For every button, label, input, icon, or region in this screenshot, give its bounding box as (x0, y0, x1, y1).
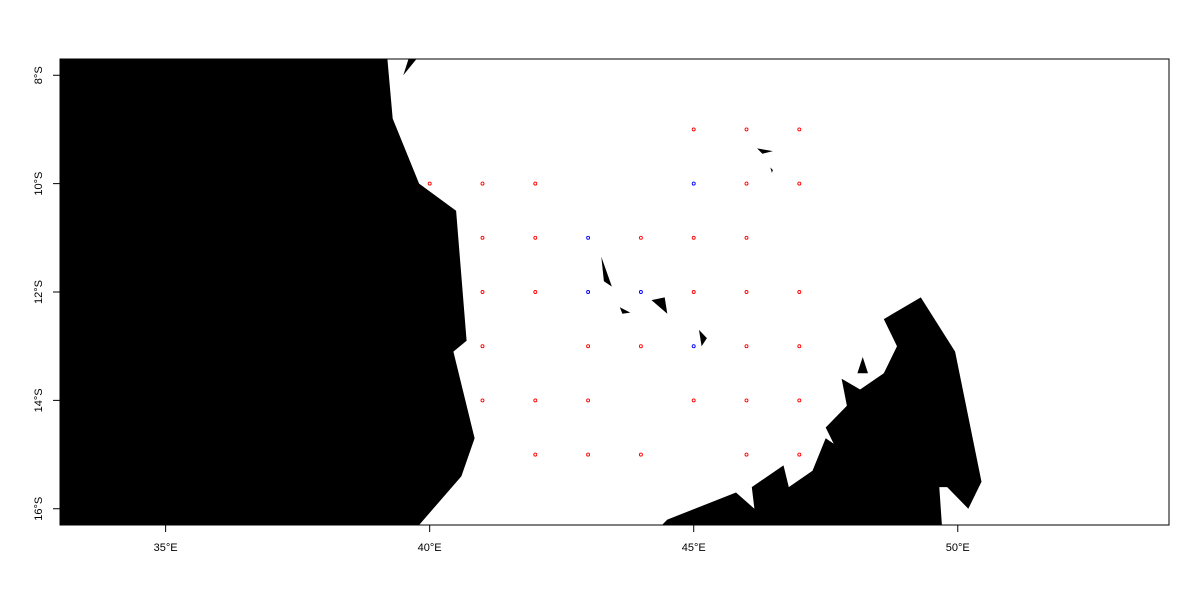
coast-fragment-north (403, 59, 417, 76)
station-marker (797, 127, 802, 132)
station-marker (427, 181, 432, 186)
y-tick-label: 12°S (33, 280, 45, 304)
station-marker (797, 181, 802, 186)
comoros-anjouan (651, 297, 668, 314)
station-marker (638, 290, 643, 294)
station-marker (744, 398, 749, 403)
y-tick-label: 8°S (33, 66, 45, 84)
station-marker (638, 452, 643, 457)
station-marker (586, 344, 591, 349)
station-marker (480, 344, 485, 349)
station-marker (797, 344, 802, 349)
y-axis: 8°S 10°S 12°S 14°S 16°S (33, 66, 60, 521)
land-layer (60, 59, 982, 525)
station-marker (797, 452, 802, 457)
station-marker (744, 344, 749, 349)
station-marker (533, 452, 538, 457)
x-tick-label: 40°E (418, 542, 442, 554)
station-marker (691, 398, 696, 403)
station-marker (480, 290, 485, 294)
station-layer (427, 127, 802, 457)
station-marker (691, 344, 696, 349)
station-marker (480, 235, 485, 240)
station-marker (638, 344, 643, 349)
station-marker (533, 398, 538, 403)
y-tick-label: 16°S (33, 497, 45, 521)
station-marker (744, 127, 749, 132)
station-marker (797, 398, 802, 403)
station-marker (586, 235, 591, 240)
station-marker (691, 181, 696, 186)
comoros-grande-comore (601, 256, 612, 287)
station-marker (691, 235, 696, 240)
x-axis: 35°E 40°E 45°E 50°E (154, 525, 970, 554)
station-marker (586, 398, 591, 403)
madagascar-north (662, 297, 982, 525)
mayotte (699, 329, 707, 347)
islet-north-2 (770, 167, 773, 173)
station-marker (744, 181, 749, 186)
x-tick-label: 50°E (946, 542, 970, 554)
station-marker (480, 181, 485, 186)
station-marker (638, 235, 643, 240)
islet-north-1 (757, 148, 773, 154)
y-tick-label: 14°S (33, 388, 45, 412)
station-marker (480, 398, 485, 403)
station-marker (744, 235, 749, 240)
x-tick-label: 35°E (154, 542, 178, 554)
station-marker (586, 290, 591, 294)
station-marker (691, 290, 696, 294)
station-marker (586, 452, 591, 457)
x-tick-label: 45°E (682, 542, 706, 554)
station-marker (533, 290, 538, 294)
madagascar-islet (857, 357, 868, 374)
station-marker (533, 181, 538, 186)
comoros-moheli (619, 307, 631, 314)
station-marker (744, 290, 749, 294)
africa-mainland (60, 59, 475, 525)
station-marker (797, 290, 802, 294)
station-marker (744, 452, 749, 457)
station-marker (691, 127, 696, 132)
station-marker (533, 235, 538, 240)
y-tick-label: 10°S (33, 172, 45, 196)
